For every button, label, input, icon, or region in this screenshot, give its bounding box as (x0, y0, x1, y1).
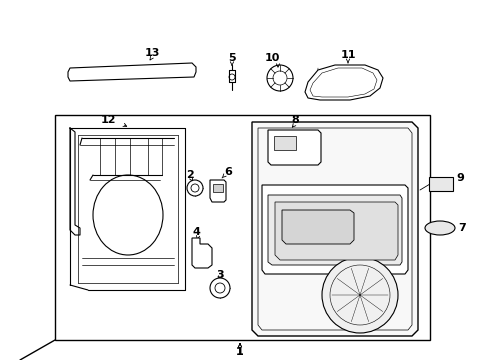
Polygon shape (68, 63, 196, 81)
Polygon shape (192, 238, 212, 268)
Bar (273, 136, 295, 150)
Text: 10: 10 (264, 53, 279, 63)
Polygon shape (251, 122, 417, 336)
Polygon shape (274, 202, 397, 260)
Text: 2: 2 (186, 170, 193, 180)
FancyBboxPatch shape (428, 177, 452, 191)
Text: 4: 4 (192, 227, 200, 237)
Circle shape (209, 278, 229, 298)
Polygon shape (209, 180, 225, 202)
Text: 5: 5 (228, 53, 235, 63)
Circle shape (266, 65, 292, 91)
Text: 6: 6 (224, 167, 231, 177)
Polygon shape (262, 185, 407, 274)
Text: 9: 9 (455, 173, 463, 183)
Text: 12: 12 (100, 115, 116, 125)
Circle shape (321, 257, 397, 333)
Polygon shape (267, 195, 401, 265)
Text: 1: 1 (236, 347, 244, 357)
Polygon shape (305, 65, 382, 100)
Text: 13: 13 (144, 48, 160, 58)
Text: 7: 7 (457, 223, 465, 233)
Text: 1: 1 (236, 347, 244, 357)
Circle shape (186, 180, 203, 196)
Text: 11: 11 (340, 50, 355, 60)
Text: 8: 8 (290, 115, 298, 125)
Polygon shape (267, 130, 320, 165)
Polygon shape (282, 210, 353, 244)
Bar (213, 184, 223, 192)
Text: 3: 3 (216, 270, 224, 280)
Polygon shape (70, 128, 80, 235)
Ellipse shape (424, 221, 454, 235)
